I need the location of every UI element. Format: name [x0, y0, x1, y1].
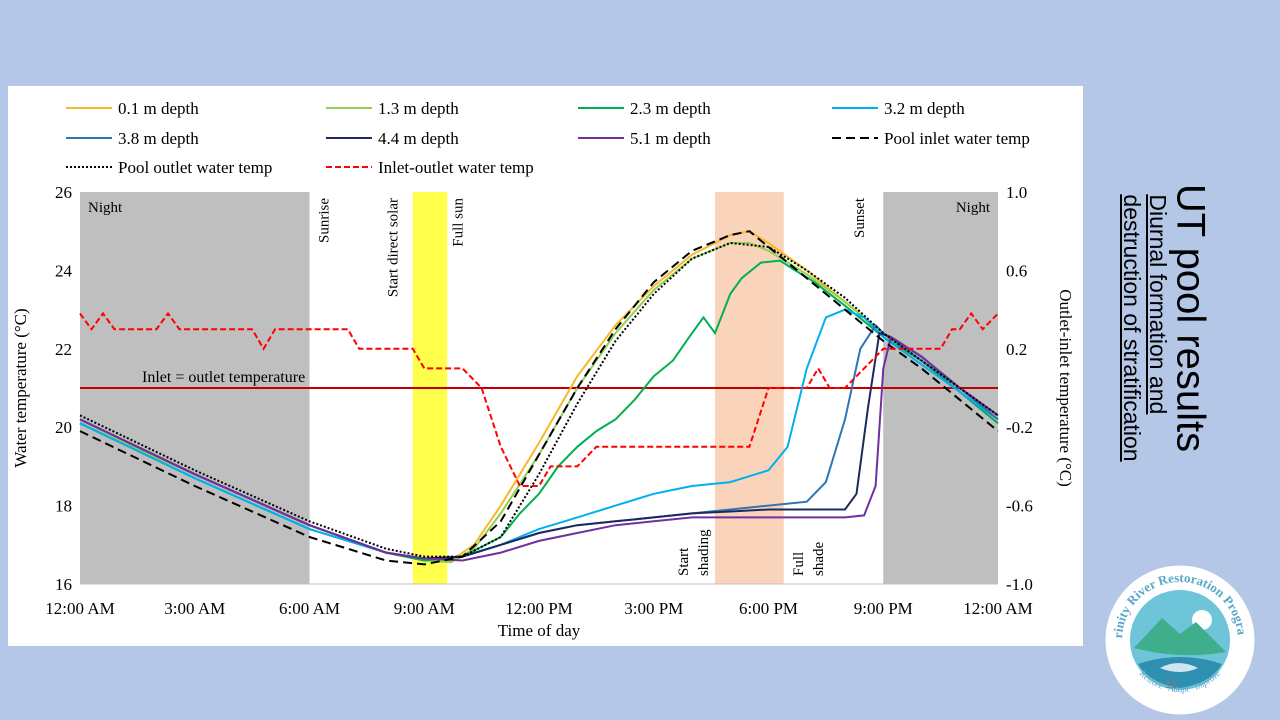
legend-label: Pool outlet water temp — [118, 158, 272, 177]
event-annotation: Full — [791, 552, 807, 576]
legend-label: 2.3 m depth — [630, 99, 711, 118]
chart-text: Night Night Sunrise Start direct solar Full … — [88, 197, 991, 576]
river-icon — [1138, 657, 1222, 688]
y-tick-label: 26 — [55, 183, 72, 202]
event-annotation: Start direct solar — [385, 198, 401, 297]
y-tick-label: 24 — [55, 261, 73, 280]
x-tick-label: 9:00 AM — [394, 599, 455, 618]
x-tick-label: 3:00 PM — [624, 599, 683, 618]
y-tick-label: 20 — [55, 418, 72, 437]
subtitle-line-1: Diurnal formation and — [1145, 194, 1171, 415]
x-tick-label: 6:00 AM — [279, 599, 340, 618]
y2-tick-label: -1.0 — [1006, 575, 1033, 594]
chart-panel: 12:00 AM 3:00 AM 6:00 AM 9:00 AM 12:00 PM 3:0… — [8, 86, 1083, 646]
series-lines — [79, 230, 999, 566]
x-tick-label: 12:00 AM — [45, 599, 114, 618]
legend-label: 4.4 m depth — [378, 129, 459, 148]
x-tick-label: 12:00 AM — [963, 599, 1032, 618]
event-annotation: Sunrise — [317, 198, 333, 243]
legend-label: Pool inlet water temp — [884, 129, 1030, 148]
series-line — [79, 335, 999, 562]
series-line — [79, 311, 999, 487]
event-annotation: Sunset — [852, 197, 868, 238]
page-number: 12 — [1165, 679, 1178, 691]
y2-tick-label: 0.6 — [1006, 261, 1027, 280]
reference-line-label: Inlet = outlet temperature — [142, 369, 305, 386]
x-tick-label: 9:00 PM — [854, 599, 913, 618]
trinity-river-logo: Trinity River Restoration Program Restor… — [1100, 560, 1255, 715]
event-annotation: shading — [696, 529, 712, 576]
y2-tick-label: -0.2 — [1006, 418, 1033, 437]
legend: 0.1 m depth 1.3 m depth 2.3 m depth 3.2 m d… — [66, 99, 1030, 177]
series-line — [79, 241, 999, 558]
mountain-icon — [1134, 618, 1226, 656]
y2-tick-label: -0.6 — [1006, 497, 1033, 516]
temperature-chart: 12:00 AM 3:00 AM 6:00 AM 9:00 AM 12:00 PM 3:0… — [11, 99, 1075, 640]
event-annotation: shade — [811, 542, 827, 576]
legend-label: Inlet-outlet water temp — [378, 158, 534, 177]
legend-label: 0.1 m depth — [118, 99, 199, 118]
y-tick-label: 22 — [55, 340, 72, 359]
subtitle-line-2: destruction of stratification — [1119, 194, 1145, 462]
legend-label: 5.1 m depth — [630, 129, 711, 148]
x-tick-label: 3:00 AM — [164, 599, 225, 618]
y-tick-label: 16 — [55, 575, 72, 594]
fish-icon — [1160, 663, 1198, 672]
y2-axis-title: Outlet-inlet temperature (°C) — [1056, 289, 1075, 487]
legend-label: 3.2 m depth — [884, 99, 965, 118]
series-line — [79, 230, 999, 566]
x-axis-title: Time of day — [498, 621, 581, 640]
night-label: Night — [956, 200, 991, 216]
event-annotation: Start — [676, 547, 692, 576]
event-annotation: Full sun — [451, 198, 467, 247]
y-axis-title: Water temperature (°C) — [11, 308, 30, 467]
y2-tick-label: 1.0 — [1006, 183, 1027, 202]
axes: 12:00 AM 3:00 AM 6:00 AM 9:00 AM 12:00 PM 3:0… — [11, 183, 1075, 640]
x-tick-label: 12:00 PM — [505, 599, 573, 618]
x-tick-label: 6:00 PM — [739, 599, 798, 618]
y2-tick-label: 0.2 — [1006, 340, 1027, 359]
slide-title: UT pool results — [1168, 183, 1213, 453]
reference-line-group: Inlet = outlet temperature — [80, 369, 998, 389]
night-label: Night — [88, 200, 123, 216]
slide-subtitle: Diurnal formation and destruction of str… — [1119, 194, 1171, 461]
y-tick-label: 18 — [55, 497, 72, 516]
legend-label: 3.8 m depth — [118, 129, 199, 148]
legend-label: 1.3 m depth — [378, 99, 459, 118]
